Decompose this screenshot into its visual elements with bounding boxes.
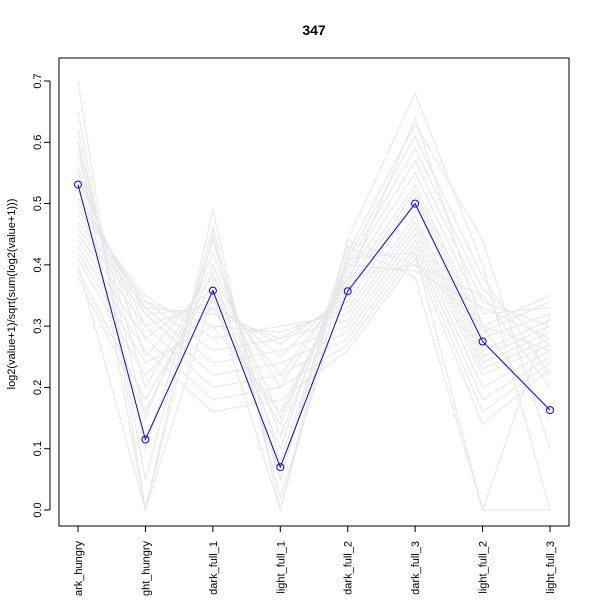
background-series-line-12 xyxy=(77,209,551,364)
x-tick-label-light_hungry: ght_hungry xyxy=(140,541,152,597)
y-tick-label-4: 0.4 xyxy=(32,257,44,272)
background-series-line-22 xyxy=(77,245,550,511)
highlight-point-light_full_2 xyxy=(478,337,487,346)
background-series-line-4 xyxy=(77,142,551,438)
y-tick-label-2: 0.2 xyxy=(32,380,44,395)
x-tick-label-dark_full_2: dark_full_2 xyxy=(343,541,355,595)
y-tick-label-1: 0.1 xyxy=(32,441,44,456)
background-series-line-16 xyxy=(77,233,551,401)
highlight-point-light_full_3 xyxy=(546,406,554,415)
highlight-point-light_full_1 xyxy=(276,463,285,472)
y-tick-label-3: 0.3 xyxy=(32,318,44,333)
x-tick-label-dark_full_3: dark_full_3 xyxy=(410,541,422,595)
x-tick-label-dark_hungry: ark_hungry xyxy=(73,541,85,597)
y-tick-label-7: 0.7 xyxy=(32,73,44,88)
background-series-line-20 xyxy=(77,258,551,426)
x-tick-label-light_full_1: light_full_1 xyxy=(275,541,287,594)
y-axis: 0.0 0.1 0.2 0.3 0.4 0.5 0.6 0.7 xyxy=(32,73,51,518)
x-axis: ark_hungry ght_hungry dark_full_1 light_ful… xyxy=(73,525,557,597)
background-series-line-14 xyxy=(77,221,551,376)
x-tick-label-dark_full_1: dark_full_1 xyxy=(208,541,220,595)
highlight-series-line xyxy=(77,184,551,469)
y-tick-label-6: 0.6 xyxy=(32,135,44,150)
highlight-point-dark_full_2 xyxy=(343,287,352,296)
x-tick-label-light_full_2: light_full_2 xyxy=(478,541,490,594)
x-tick-label-light_full_3: light_full_3 xyxy=(545,541,557,594)
background-series-line-24 xyxy=(77,116,551,511)
background-series-line-8 xyxy=(77,178,551,358)
y-axis-label: log2(value+1)/sqrt(sum(log2(value+1))) xyxy=(6,199,18,390)
highlight-point-dark_hungry xyxy=(74,180,82,189)
background-series-line-17 xyxy=(77,240,551,413)
y-tick-label-0: 0.0 xyxy=(32,502,44,517)
highlight-point-light_hungry xyxy=(141,435,150,444)
background-series-line-21 xyxy=(77,252,551,512)
background-series-line-18 xyxy=(77,246,551,426)
highlight-point-dark_full_3 xyxy=(411,199,420,208)
y-tick-label-5: 0.5 xyxy=(32,196,44,211)
chart-title: 347 xyxy=(302,22,326,38)
background-series-line-13 xyxy=(77,215,551,370)
highlight-series-group xyxy=(74,180,554,472)
highlight-point-dark_full_1 xyxy=(208,286,217,295)
